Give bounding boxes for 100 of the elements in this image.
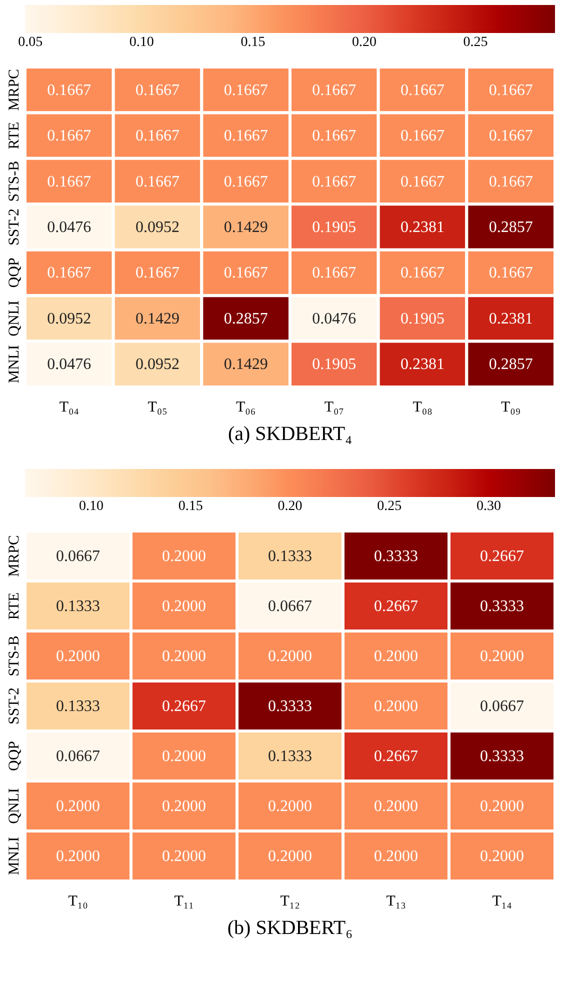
data-label: 0.2000	[56, 848, 100, 865]
color-bar-label: 0.20	[352, 35, 376, 50]
data-label: 0.1667	[400, 82, 444, 99]
x-tick-label: T₀₉	[501, 400, 521, 416]
data-label: 0.2000	[374, 698, 418, 715]
data-label: 0.1667	[400, 173, 444, 190]
data-label: 0.1667	[224, 173, 268, 190]
data-label: 0.0667	[480, 698, 524, 715]
x-tick-label: T₁₀	[68, 894, 88, 910]
data-label: 0.2000	[374, 648, 418, 665]
color-bar-label: 0.05	[18, 35, 43, 50]
data-label: 0.3333	[374, 548, 418, 565]
data-label: 0.3333	[480, 748, 524, 765]
y-tick-label: QNLI	[6, 788, 22, 824]
y-tick-label: MRPC	[6, 69, 22, 111]
data-label: 0.2000	[162, 748, 206, 765]
data-label: 0.0476	[312, 310, 356, 328]
x-tick-label: T₀₈	[412, 400, 432, 416]
data-label: 0.2667	[374, 748, 418, 765]
data-label: 0.2000	[268, 798, 312, 815]
data-label: 0.2000	[268, 848, 312, 865]
y-tick-label: MRPC	[6, 535, 22, 577]
data-label: 0.2857	[488, 219, 533, 236]
data-label: 0.1667	[47, 264, 92, 282]
data-label: 0.2000	[480, 648, 524, 665]
data-label: 0.3333	[480, 598, 524, 615]
data-label: 0.2000	[56, 798, 100, 815]
data-label: 0.1667	[488, 128, 533, 145]
data-label: 0.2000	[480, 848, 524, 865]
data-label: 0.2000	[374, 848, 418, 865]
data-label: 0.2667	[480, 548, 524, 565]
data-label: 0.2000	[162, 848, 206, 865]
data-label: 0.1333	[56, 598, 100, 615]
color-bar-label: 0.10	[78, 499, 104, 514]
x-tick-label: T₁₂	[280, 894, 300, 910]
data-label: 0.1667	[136, 264, 180, 282]
color-bar-label: 0.15	[178, 499, 203, 514]
data-label: 0.1429	[224, 356, 268, 374]
data-label: 0.1667	[224, 82, 268, 99]
data-label: 0.2857	[224, 310, 268, 328]
x-tick-label: T₁₁	[174, 894, 194, 910]
x-tick-label: T₀₆	[236, 400, 256, 416]
data-label: 0.1667	[400, 128, 444, 145]
data-label: 0.1667	[312, 82, 356, 99]
data-label: 0.0667	[268, 598, 312, 615]
data-label: 0.1667	[136, 128, 180, 145]
data-label: 0.1667	[488, 82, 533, 99]
data-label: 0.1667	[488, 264, 533, 282]
y-tick-label: QQP	[6, 740, 22, 772]
data-label: 0.0952	[136, 356, 180, 374]
data-label: 0.1905	[400, 310, 444, 328]
data-label: 0.1667	[224, 128, 268, 145]
x-tick-label: T₁₄	[492, 894, 512, 910]
data-label: 0.3333	[268, 698, 312, 715]
y-tick-label: QQP	[6, 258, 22, 288]
data-label: 0.2381	[400, 356, 444, 374]
color-bar-label: 0.10	[129, 35, 154, 50]
data-label: 0.1667	[136, 173, 180, 190]
data-label: 0.0667	[56, 748, 100, 765]
data-label: 0.2000	[162, 548, 206, 565]
color-bar-label: 0.25	[377, 499, 402, 514]
data-label: 0.1905	[312, 219, 356, 236]
data-label: 0.0952	[47, 310, 92, 328]
color-bar-label: 0.20	[278, 499, 302, 514]
data-label: 0.1667	[47, 173, 92, 190]
data-label: 0.1667	[400, 264, 444, 282]
data-label: 0.1333	[56, 698, 100, 715]
data-label: 0.0476	[47, 356, 92, 374]
data-label: 0.2000	[268, 648, 312, 665]
data-label: 0.1667	[488, 173, 533, 190]
y-tick-label: STS-B	[6, 636, 22, 676]
data-label: 0.1667	[47, 128, 92, 145]
y-tick-label: STS-B	[6, 160, 22, 202]
y-tick-label: RTE	[6, 592, 22, 620]
x-tick-label: T₀₇	[324, 400, 344, 416]
data-label: 0.2381	[400, 219, 444, 236]
data-label: 0.1429	[136, 310, 180, 328]
data-label: 0.1667	[312, 128, 356, 145]
data-label: 0.2000	[162, 598, 206, 615]
x-tick-label: T₀₅	[148, 400, 168, 416]
data-label: 0.1667	[136, 82, 180, 99]
data-label: 0.2000	[56, 648, 100, 665]
y-tick-label: QNLI	[6, 300, 22, 336]
text: (b) SKDBERT₆	[227, 917, 353, 939]
x-tick-label: T₀₄	[59, 400, 79, 416]
data-label: 0.2381	[488, 310, 533, 328]
color-bar-label: 0.15	[240, 35, 266, 50]
data-label: 0.0476	[47, 219, 92, 236]
data-label: 0.2000	[374, 798, 418, 815]
data-label: 0.1429	[224, 219, 268, 236]
data-label: 0.1667	[312, 264, 356, 282]
y-tick-label: MNLI	[6, 344, 22, 384]
y-tick-label: SST-2	[6, 688, 22, 724]
data-label: 0.2857	[488, 356, 533, 374]
data-label: 0.1667	[47, 82, 92, 99]
y-tick-label: RTE	[6, 122, 22, 150]
data-label: 0.1905	[312, 356, 356, 374]
data-label: 0.2000	[480, 798, 524, 815]
data-label: 0.1333	[268, 748, 312, 765]
color-bar-label: 0.25	[463, 35, 488, 50]
